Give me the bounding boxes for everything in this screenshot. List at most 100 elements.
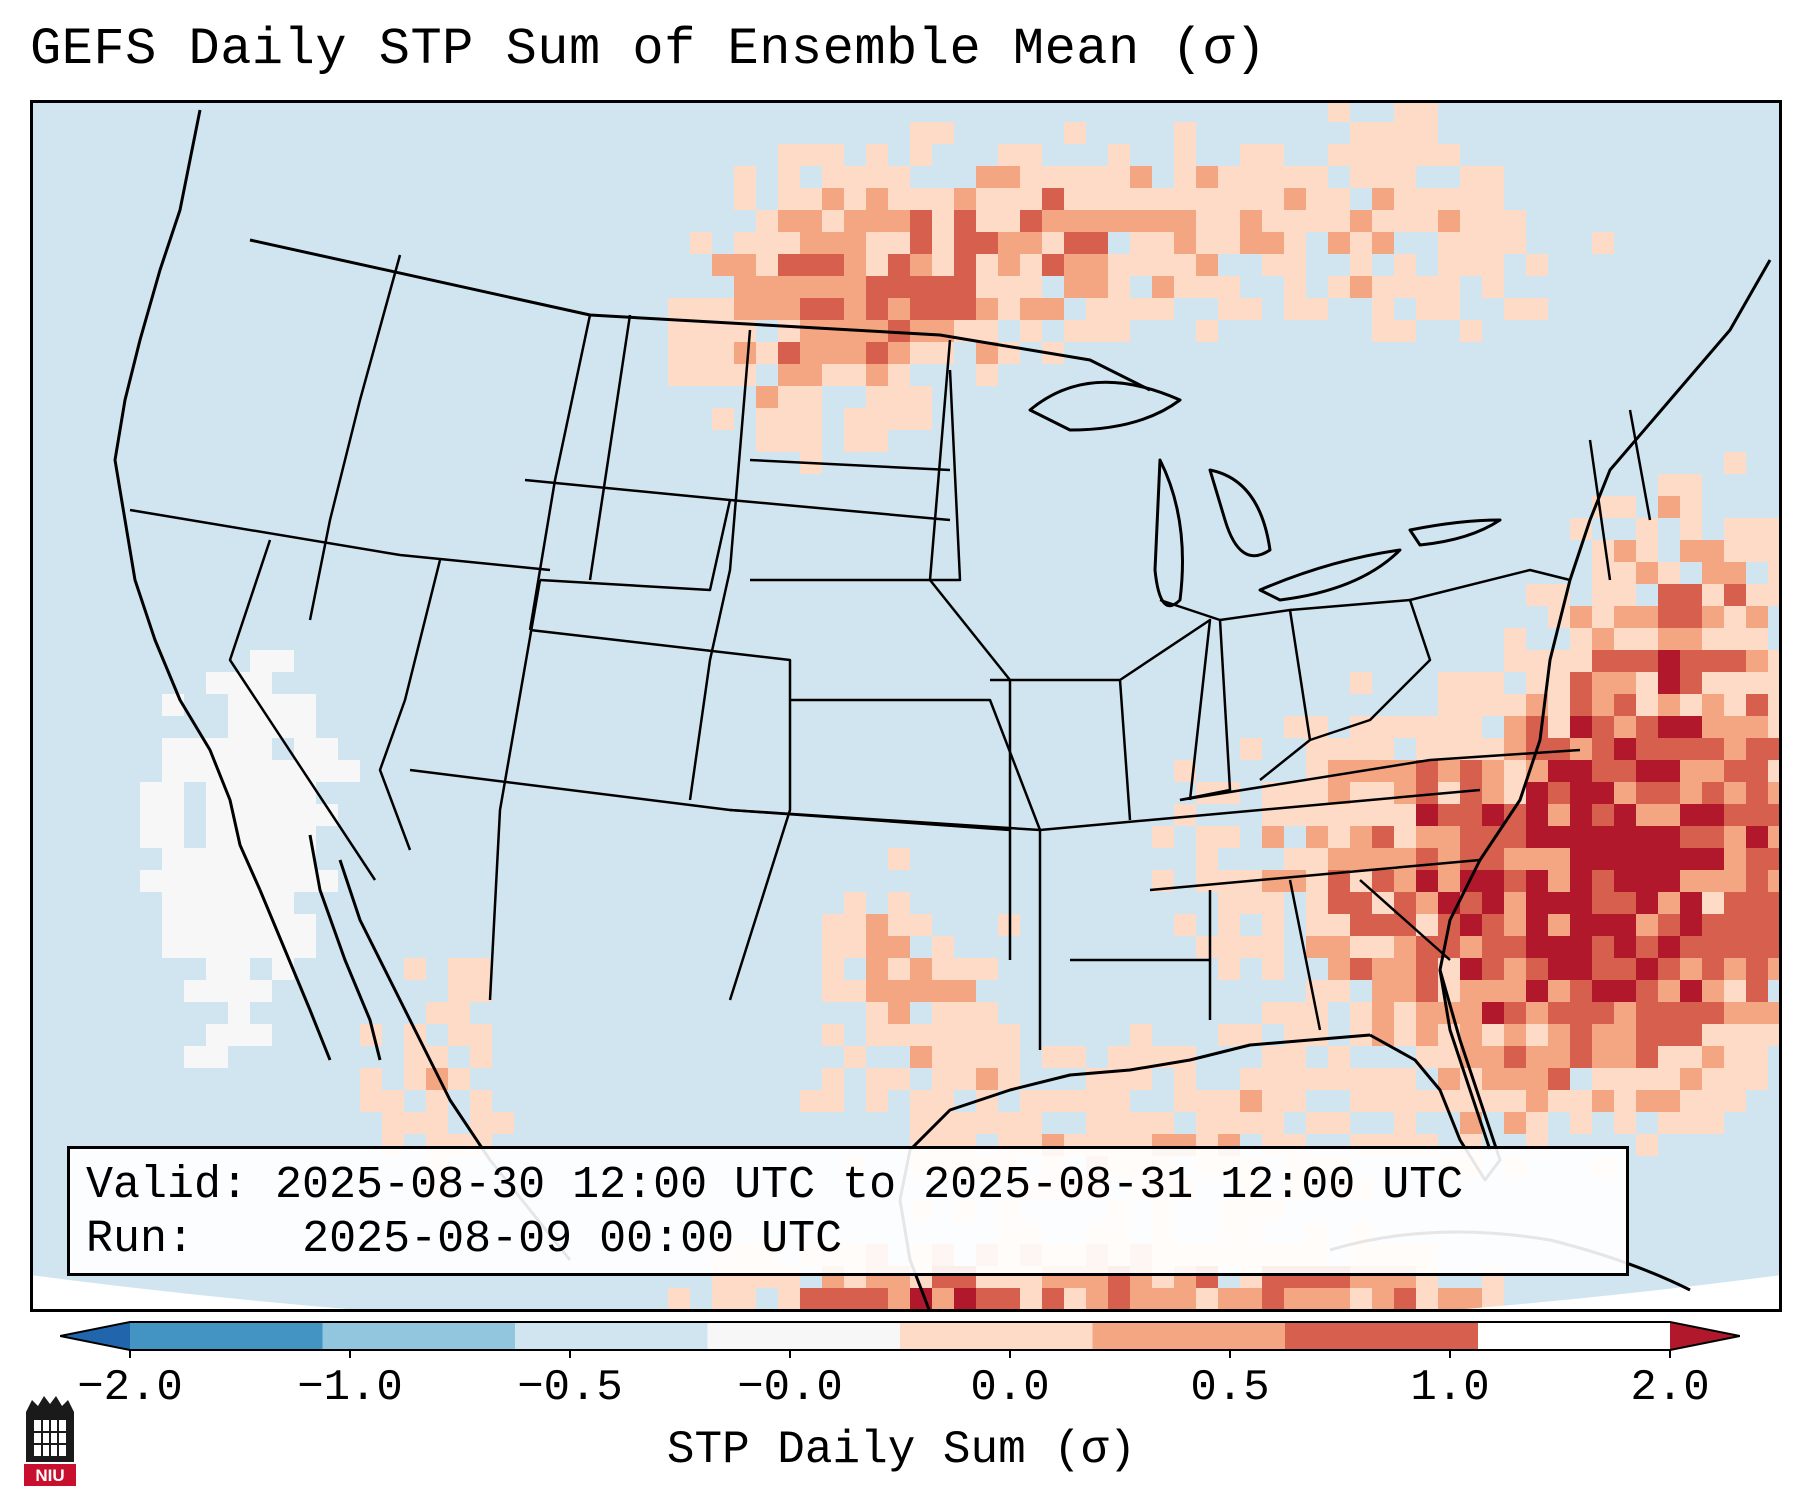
stp-cell <box>1680 870 1702 892</box>
valid-value: 2025-08-30 12:00 UTC to 2025-08-31 12:00… <box>275 1160 1464 1211</box>
stp-cell <box>1350 122 1372 144</box>
stp-cell <box>470 1046 492 1068</box>
stp-cell <box>1196 210 1218 232</box>
stp-cell <box>1724 738 1746 760</box>
stp-cell <box>756 342 778 364</box>
stp-cell <box>778 232 800 254</box>
stp-cell <box>1526 980 1548 1002</box>
stp-cell <box>1570 936 1592 958</box>
stp-cell <box>910 958 932 980</box>
stp-cell <box>1020 210 1042 232</box>
stp-cell <box>1240 936 1262 958</box>
stp-cell <box>1262 1090 1284 1112</box>
stp-cell <box>1658 892 1680 914</box>
stp-cell <box>1614 892 1636 914</box>
stp-cell <box>206 892 228 914</box>
stp-cell <box>976 1112 998 1134</box>
stp-cell <box>822 936 844 958</box>
stp-cell <box>1108 210 1130 232</box>
stp-cell <box>866 188 888 210</box>
stp-cell <box>1130 1068 1152 1090</box>
stp-cell <box>888 936 910 958</box>
stp-cell <box>1614 540 1636 562</box>
stp-cell <box>1240 298 1262 320</box>
stp-cell <box>822 276 844 298</box>
stp-cell <box>1130 232 1152 254</box>
stp-cell <box>1020 1288 1042 1310</box>
stp-cell <box>734 342 756 364</box>
stp-cell <box>976 1046 998 1068</box>
colorbar-segment <box>1092 1322 1286 1350</box>
stp-cell <box>360 1090 382 1112</box>
stp-cell <box>1130 1024 1152 1046</box>
stp-cell <box>1482 188 1504 210</box>
stp-cell <box>1658 760 1680 782</box>
stp-cell <box>316 870 338 892</box>
stp-cell <box>998 298 1020 320</box>
stp-cell <box>976 254 998 276</box>
stp-cell <box>1614 672 1636 694</box>
chart-title: GEFS Daily STP Sum of Ensemble Mean (σ) <box>30 20 1267 79</box>
stp-cell <box>250 804 272 826</box>
stp-cell <box>1306 210 1328 232</box>
stp-cell <box>1416 914 1438 936</box>
stp-cell <box>954 1024 976 1046</box>
stp-cell <box>1108 276 1130 298</box>
stp-cell <box>932 1068 954 1090</box>
stp-cell <box>1482 232 1504 254</box>
stp-cell <box>1130 1046 1152 1068</box>
stp-cell <box>712 298 734 320</box>
stp-cell <box>844 188 866 210</box>
stp-cell <box>1196 848 1218 870</box>
stp-cell <box>932 958 954 980</box>
stp-cell <box>1394 144 1416 166</box>
stp-cell <box>1482 1068 1504 1090</box>
stp-cell <box>184 1046 206 1068</box>
stp-cell <box>822 1090 844 1112</box>
stp-cell <box>844 364 866 386</box>
stp-cell <box>910 386 932 408</box>
stp-cell <box>1240 738 1262 760</box>
stp-cell <box>844 892 866 914</box>
stp-cell <box>1548 1068 1570 1090</box>
stp-cell <box>954 958 976 980</box>
stp-cell <box>1768 958 1782 980</box>
stp-cell <box>1460 694 1482 716</box>
stp-cell <box>734 1288 756 1310</box>
stp-cell <box>1548 804 1570 826</box>
stp-cell <box>954 1002 976 1024</box>
stp-cell <box>184 738 206 760</box>
stp-cell <box>1482 760 1504 782</box>
stp-cell <box>756 386 778 408</box>
stp-cell <box>1240 1090 1262 1112</box>
stp-cell <box>1482 936 1504 958</box>
stp-cell <box>1658 672 1680 694</box>
stp-cell <box>228 738 250 760</box>
stp-cell <box>1746 936 1768 958</box>
stp-cell <box>426 1112 448 1134</box>
stp-cell <box>1020 276 1042 298</box>
stp-cell <box>1768 694 1782 716</box>
stp-cell <box>1548 738 1570 760</box>
stp-cell <box>1460 738 1482 760</box>
stp-cell <box>1394 804 1416 826</box>
stp-cell <box>1702 584 1724 606</box>
stp-cell <box>1702 936 1724 958</box>
stp-cell <box>1614 958 1636 980</box>
stp-cell <box>800 342 822 364</box>
stp-cell <box>1130 188 1152 210</box>
stp-cell <box>778 166 800 188</box>
stp-cell <box>1372 144 1394 166</box>
stp-cell <box>1746 650 1768 672</box>
stp-cell <box>1614 1090 1636 1112</box>
stp-cell <box>1680 1024 1702 1046</box>
stp-cell <box>1240 892 1262 914</box>
stp-cell <box>1724 694 1746 716</box>
map-panel <box>30 100 1782 1312</box>
stp-cell <box>954 232 976 254</box>
stp-cell <box>1130 210 1152 232</box>
colorbar-segment <box>322 1322 516 1350</box>
stp-cell <box>1504 1068 1526 1090</box>
stp-cell <box>1526 958 1548 980</box>
stp-cell <box>272 848 294 870</box>
